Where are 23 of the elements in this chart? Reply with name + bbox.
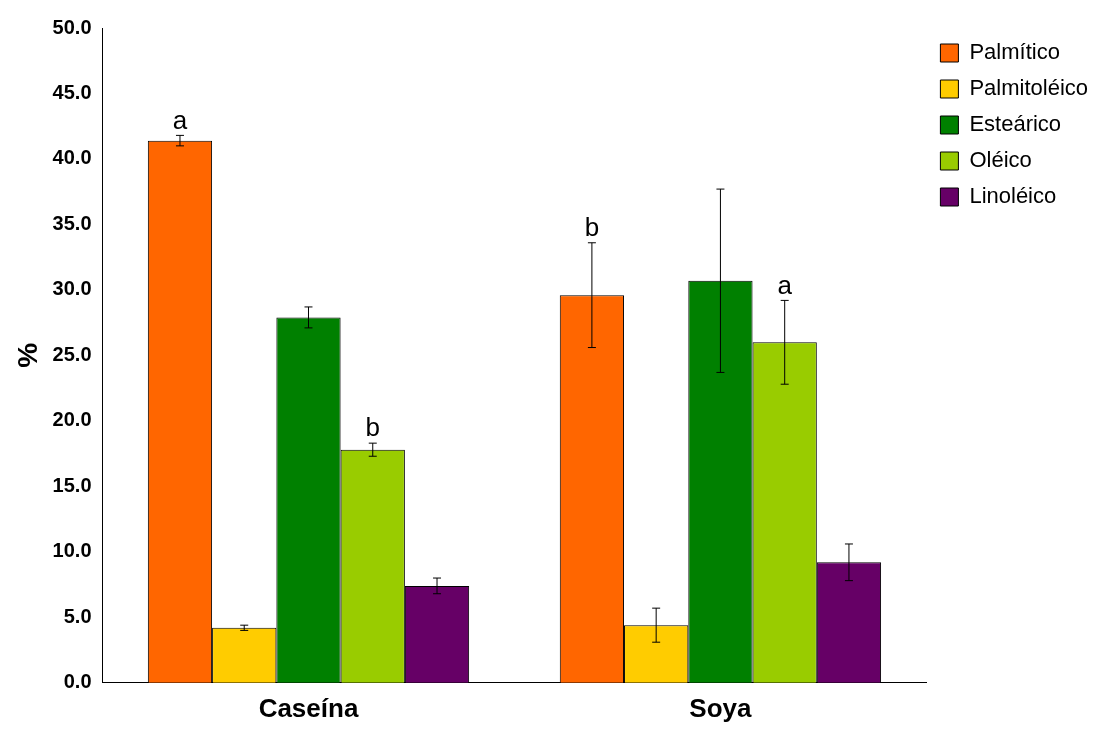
y-tick-label: 30.0 [52,277,92,300]
y-tick-label: 5.0 [63,604,92,627]
data-label: a [172,104,188,135]
legend-label: Esteárico [969,111,1062,137]
legend-label: Oléico [969,147,1032,173]
y-tick-label: 10.0 [52,539,92,562]
data-label: b [365,412,380,443]
legend-label: Linoléico [969,183,1057,209]
y-tick-label: 20.0 [52,408,92,431]
y-tick-label: 40.0 [52,146,92,169]
data-label: b [584,211,600,242]
y-tick-label: 45.0 [52,81,92,103]
x-tick-label: Soya [689,692,753,723]
legend-label: Palmítico [969,39,1060,65]
y-tick-label: 15.0 [52,473,92,496]
legend-label: Palmitoléico [969,75,1088,101]
data-label: a [777,269,793,300]
y-tick-label: 25.0 [52,342,92,365]
y-tick-label: 50.0 [52,15,92,38]
x-tick-label: Caseína [258,692,359,723]
y-tick-label: 0.0 [63,670,92,693]
y-axis-title: % [11,342,43,368]
y-tick-label: 35.0 [52,211,92,234]
